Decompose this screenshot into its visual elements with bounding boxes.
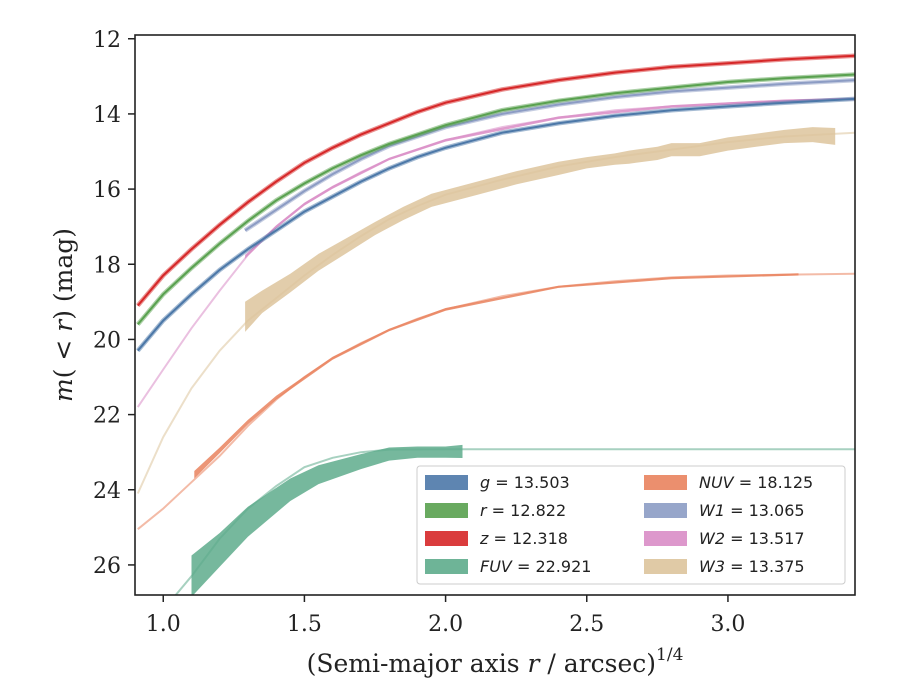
legend-item-W3: W3 = 13.375: [644, 557, 805, 576]
y-tick-label: 24: [93, 479, 121, 504]
x-tick-label: 1.5: [287, 612, 322, 637]
legend-label: W2 = 13.517: [699, 529, 805, 548]
series-g: [136, 96, 855, 353]
series-W3: [136, 127, 855, 494]
legend-swatch: [644, 503, 687, 518]
legend-box: [416, 465, 846, 585]
y-tick-label: 16: [93, 178, 121, 203]
legend-swatch: [425, 475, 468, 490]
legend-item-W1: W1 = 13.065: [644, 501, 805, 520]
y-axis: 12 14 16 18 20 22 24 26: [93, 28, 135, 579]
y-tick-label: 14: [93, 103, 121, 128]
legend-swatch: [425, 559, 468, 574]
series-layer: [136, 53, 855, 595]
plot-frame: [134, 34, 856, 596]
series-NUV: [137, 272, 855, 530]
legend-swatch: [644, 475, 687, 490]
series-r: [136, 72, 855, 326]
legend: g = 13.503 r = 12.822 z = 12.318 FUV = 22.9…: [416, 465, 846, 585]
y-tick-label: 18: [93, 253, 121, 278]
legend-item-r: r = 12.822: [425, 501, 566, 520]
x-tick-label: 3.0: [710, 612, 745, 637]
x-tick-label: 2.5: [569, 612, 604, 637]
legend-label: NUV = 18.125: [699, 473, 813, 492]
legend-item-W2: W2 = 13.517: [644, 529, 805, 548]
series-z: [136, 53, 855, 308]
legend-label: W1 = 13.065: [699, 501, 805, 520]
legend-label: g = 13.503: [480, 473, 570, 492]
y-tick-label: 26: [93, 554, 121, 579]
series-FUV: [174, 444, 855, 595]
x-axis-label: (Semi-major axis r / arcsec)1/4: [307, 645, 684, 678]
series-FUV-band: [191, 444, 463, 595]
y-tick-label: 20: [93, 328, 121, 353]
legend-swatch: [425, 503, 468, 518]
series-W3-band: [245, 127, 836, 332]
legend-item-g: g = 13.503: [425, 473, 570, 492]
legend-swatch: [425, 531, 468, 546]
legend-swatch: [644, 559, 687, 574]
x-tick-label: 2.0: [428, 612, 463, 637]
legend-label: z = 12.318: [479, 529, 568, 548]
legend-label: r = 12.822: [480, 501, 566, 520]
y-axis-label: m( < r) (mag): [49, 228, 78, 402]
legend-swatch: [644, 531, 687, 546]
legend-label: W3 = 13.375: [699, 557, 805, 576]
legend-item-z: z = 12.318: [425, 529, 568, 548]
series-W2-band: [245, 97, 855, 259]
legend-label: FUV = 22.921: [480, 557, 591, 576]
x-tick-label: 1.0: [146, 612, 181, 637]
series-NUV-band: [194, 273, 799, 479]
y-tick-label: 22: [93, 404, 121, 429]
series-W2: [136, 97, 855, 408]
legend-item-NUV: NUV = 18.125: [644, 473, 813, 492]
legend-item-FUV: FUV = 22.921: [425, 557, 591, 576]
series-z-line: [137, 54, 855, 307]
series-g-line: [137, 97, 855, 352]
y-tick-label: 12: [93, 28, 121, 53]
x-axis: 1.0 1.5 2.0 2.5 3.0: [146, 595, 745, 637]
series-r-line: [137, 73, 855, 326]
